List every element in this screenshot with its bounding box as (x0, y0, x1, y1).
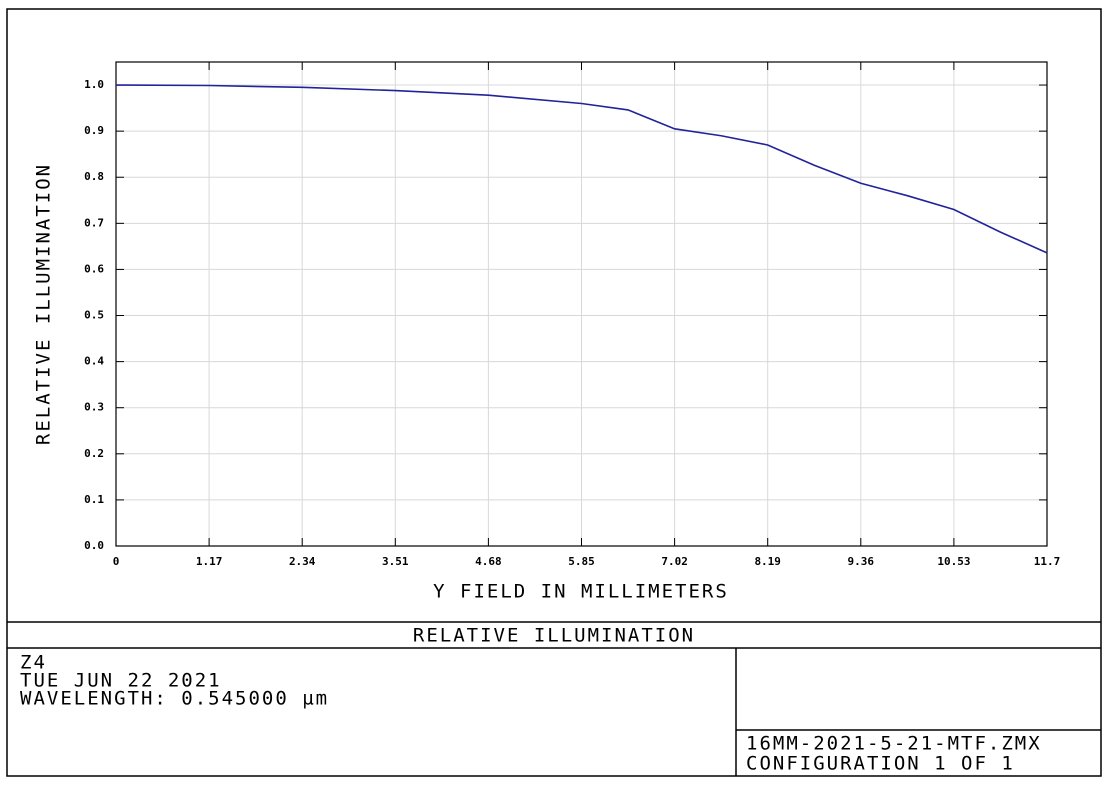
y-tick-label: 0.7 (84, 216, 104, 229)
footer-note: Z4 (20, 652, 47, 674)
x-tick-label: 2.34 (289, 555, 316, 568)
x-tick-label: 0 (113, 555, 120, 568)
x-tick-label: 8.19 (754, 555, 781, 568)
x-axis-label: Y FIELD IN MILLIMETERS (433, 581, 729, 603)
y-tick-label: 0.6 (84, 262, 104, 275)
chart-title: RELATIVE ILLUMINATION (413, 625, 695, 647)
outer-frame (6, 8, 1102, 777)
x-tick-label: 3.51 (382, 555, 409, 568)
file-info: CONFIGURATION 1 OF 1 (746, 753, 1015, 775)
x-tick-label: 9.36 (848, 555, 875, 568)
x-tick-label: 7.02 (661, 555, 688, 568)
footer-note: TUE JUN 22 2021 (20, 670, 222, 692)
x-tick-label: 10.53 (937, 555, 970, 568)
y-tick-label: 0.9 (84, 124, 104, 137)
x-tick-label: 4.68 (475, 555, 502, 568)
y-tick-label: 0.3 (84, 401, 104, 414)
x-tick-label: 11.7 (1034, 555, 1061, 568)
plot-frame (115, 61, 1048, 547)
y-tick-label: 0.4 (84, 355, 104, 368)
y-axis-label: RELATIVE ILLUMINATION (33, 163, 55, 445)
y-tick-label: 0.5 (84, 309, 104, 322)
y-tick-label: 1.0 (84, 78, 104, 91)
file-info: 16MM-2021-5-21-MTF.ZMX (746, 733, 1042, 755)
footer-note: WAVELENGTH: 0.545000 µm (20, 688, 329, 710)
y-tick-label: 0.2 (84, 447, 104, 460)
data-line (115, 84, 1048, 254)
x-tick-label: 5.85 (568, 555, 595, 568)
x-tick-label: 1.17 (196, 555, 223, 568)
y-tick-label: 0.0 (84, 539, 104, 552)
y-tick-label: 0.8 (84, 170, 104, 183)
y-tick-label: 0.1 (84, 493, 104, 506)
